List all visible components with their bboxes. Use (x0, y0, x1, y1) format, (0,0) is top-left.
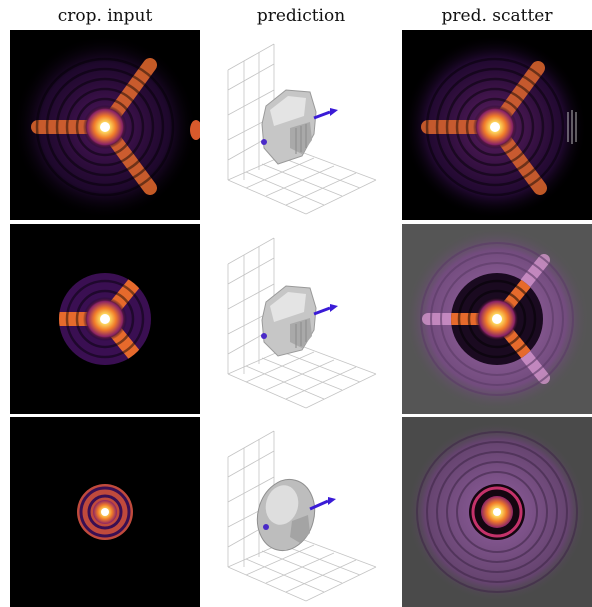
pred-scatter-panel-1 (402, 30, 592, 220)
prediction-3d-render-1 (227, 43, 377, 215)
pred-scatter-panel-3 (402, 417, 592, 607)
crop-input-panel-1 (10, 30, 200, 220)
prediction-panel-3 (206, 417, 396, 607)
header-pred-scatter: pred. scatter (441, 6, 553, 26)
header-crop-input: crop. input (57, 6, 153, 26)
pred-scatter-image-2 (402, 224, 592, 414)
prediction-3d-render-2 (227, 237, 377, 409)
pred-scatter-panel-2 (402, 224, 592, 414)
crop-input-image-1 (10, 30, 200, 220)
crop-input-panel-2 (10, 224, 200, 414)
pred-scatter-image-3 (402, 417, 592, 607)
crop-input-image-3 (10, 417, 200, 607)
pred-scatter-image-1 (402, 30, 592, 220)
prediction-3d-render-3 (227, 430, 377, 602)
header-prediction: prediction (256, 6, 346, 26)
crop-input-image-2 (10, 224, 200, 414)
prediction-panel-1 (206, 30, 396, 220)
crop-input-panel-3 (10, 417, 200, 607)
prediction-panel-2 (206, 224, 396, 414)
